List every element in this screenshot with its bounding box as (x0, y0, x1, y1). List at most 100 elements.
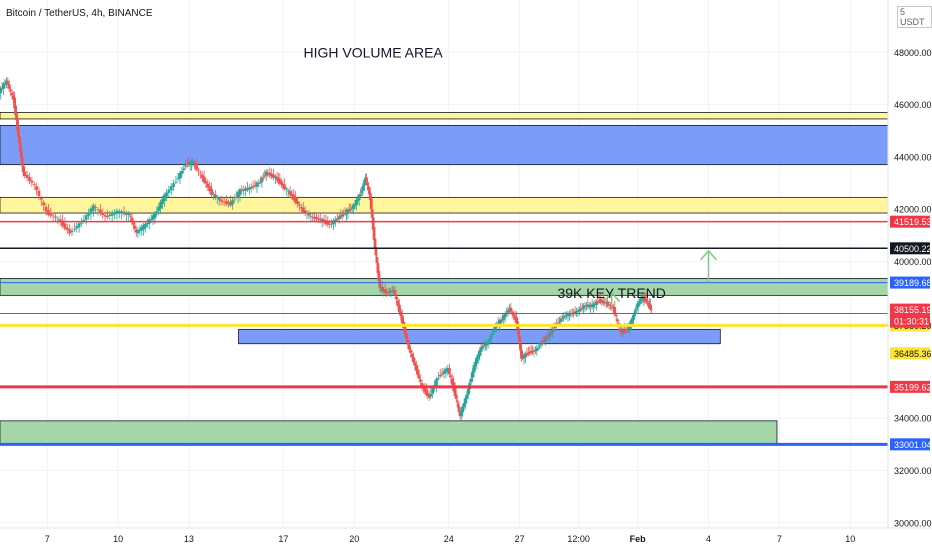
candle-body (450, 378, 454, 385)
tag-current-price-countdown: 01:30:31 (894, 317, 929, 327)
candle-body (315, 217, 318, 220)
candle-body (649, 304, 652, 310)
candle-body (249, 186, 253, 189)
currency-label: USDT (900, 17, 925, 27)
candle-body (376, 262, 380, 273)
candle-body (529, 350, 533, 354)
candle-body (592, 303, 595, 308)
tag-current-price[interactable] (890, 303, 930, 316)
candle-body (210, 188, 213, 195)
candle-body (599, 299, 602, 303)
candle-body (352, 205, 355, 209)
high-volume-label[interactable]: HIGH VOLUME AREA (304, 44, 444, 60)
candle-body (513, 315, 517, 320)
candle-body (153, 212, 157, 218)
candle-body (498, 320, 501, 326)
candle-body (606, 301, 610, 306)
key-trend-label[interactable]: 39K KEY TREND (557, 285, 665, 301)
candle-body (371, 217, 375, 230)
blue-zone-37k[interactable] (238, 328, 721, 345)
candle-body (172, 183, 175, 187)
candle-body (162, 194, 166, 202)
tag-line-40500[interactable] (890, 242, 930, 255)
candle-body (535, 348, 539, 351)
candle-body (623, 329, 627, 333)
candle-body (273, 176, 277, 179)
candle-body (91, 205, 95, 211)
candle-body (619, 328, 622, 331)
candle-body (332, 220, 335, 225)
candle-body (506, 310, 510, 313)
candle-body (309, 215, 313, 217)
candle-body (6, 81, 10, 85)
candle-body (212, 194, 215, 195)
green-zone-33k[interactable] (0, 420, 778, 445)
candle-body (646, 301, 649, 302)
tag-line-41519[interactable] (890, 215, 930, 228)
candle-body (414, 365, 418, 371)
candle-body (282, 184, 286, 190)
candle-body (251, 186, 255, 188)
yellow-zone-42k[interactable] (0, 196, 889, 214)
candle-body (178, 172, 182, 179)
tag-36485[interactable] (890, 347, 930, 360)
tag-line-39189[interactable] (890, 276, 930, 289)
candle-body (485, 342, 489, 346)
candle-body (390, 290, 394, 292)
candle-body (330, 223, 333, 225)
x-tick-label: 7 (777, 534, 782, 544)
tag-line-35199-label: 35199.62 (894, 382, 932, 392)
tag-line-33001[interactable] (890, 438, 930, 451)
candle-body (174, 181, 178, 183)
candle-body (229, 201, 232, 206)
candle-body (577, 309, 581, 312)
candle-body (476, 354, 480, 360)
candle-body (200, 174, 204, 178)
x-tick-label: 13 (184, 534, 194, 544)
candle-body (459, 411, 463, 416)
candle-body (198, 172, 202, 174)
candle-body (475, 357, 479, 364)
currency-button[interactable]: 5 USDT (897, 6, 932, 28)
candle-body (342, 214, 346, 215)
y-tick-label: 40000.00 (894, 257, 932, 267)
candle-body (132, 222, 135, 225)
candle-body (101, 212, 105, 216)
currency-prefix: 5 (900, 7, 906, 17)
candle-body (345, 210, 348, 215)
candle-body (42, 202, 46, 206)
candle-body (260, 177, 264, 183)
candle-body (604, 302, 608, 304)
candle-body (124, 212, 128, 215)
candle-body (406, 339, 410, 345)
x-tick-label: Feb (630, 534, 647, 544)
candle-body (28, 177, 31, 181)
candle-body (634, 309, 638, 311)
candle-body (340, 214, 344, 217)
candle-body (380, 286, 384, 292)
candle-body (481, 346, 484, 348)
candle-body (15, 115, 18, 121)
candle-body (630, 319, 633, 325)
green-zone-39k[interactable] (0, 277, 889, 296)
candle-body (244, 188, 247, 191)
candle-body (313, 216, 316, 219)
tag-line-35199[interactable] (890, 380, 930, 393)
high-volume-zone[interactable] (0, 125, 889, 166)
candle-body (227, 203, 230, 204)
candle-body (129, 215, 132, 217)
candle-body (583, 305, 587, 308)
candle-body (115, 210, 119, 214)
candle-body (393, 290, 397, 296)
candle-body (35, 186, 38, 191)
yellow-zone-upper[interactable] (0, 111, 889, 120)
candle-body (483, 343, 487, 347)
candle-body (215, 196, 219, 199)
candle-body (350, 207, 354, 209)
x-tick-label: 20 (349, 534, 359, 544)
candle-body (579, 308, 583, 311)
candle-body (541, 342, 544, 344)
x-tick-label: 7 (45, 534, 50, 544)
